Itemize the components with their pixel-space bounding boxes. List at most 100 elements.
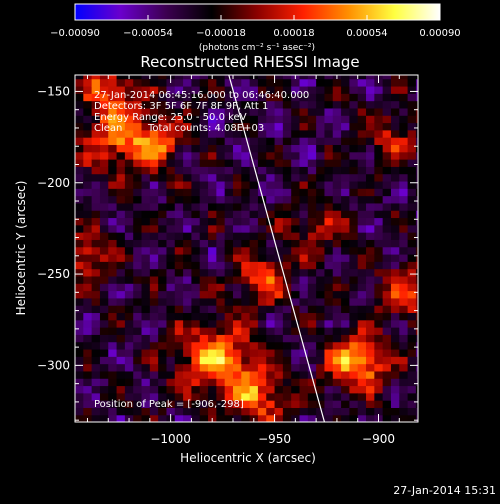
heatmap-cell [390,312,400,321]
heatmap-cell [316,363,326,372]
heatmap-cell [316,246,326,255]
y-axis-ticks: −150−200−250−300 [37,84,418,421]
heatmap-cell [166,115,176,124]
heatmap-cell [415,275,418,284]
heatmap-cell [232,159,242,167]
heatmap-cell [357,392,367,401]
heatmap-cell [324,137,334,145]
heatmap-cell [216,217,226,226]
heatmap-cell [224,210,234,219]
heatmap-cell [366,188,375,197]
heatmap-cell [183,224,193,233]
heatmap-cell [274,151,284,160]
heatmap-cell [374,100,384,109]
heatmap-cell [241,93,251,102]
heatmap-cell [232,363,242,372]
heatmap-cell [116,414,126,422]
heatmap-cell [224,407,234,416]
heatmap-cell [316,305,326,314]
heatmap-cell [224,239,234,248]
heatmap-cell [249,217,259,226]
heatmap-cell [191,151,201,160]
heatmap-cell [232,107,242,116]
heatmap-cell [274,159,284,167]
heatmap-cell [324,290,334,299]
heatmap-cell [91,195,101,204]
heatmap-cell [208,327,217,335]
heatmap-cell [216,210,226,219]
heatmap-cell [191,239,201,248]
heatmap-cell [141,115,151,124]
heatmap-cell [299,268,309,277]
heatmap-cell [324,261,334,270]
heatmap-cell [174,224,184,233]
heatmap-cell [390,78,400,87]
heatmap-cell [390,253,400,262]
heatmap-cell [116,85,126,94]
heatmap-cell [366,363,375,372]
heatmap-cell [415,341,418,350]
heatmap-cell [399,137,409,145]
heatmap-cell [166,224,176,233]
heatmap-cell [241,159,251,167]
heatmap-cell [183,414,193,422]
heatmap-cell [141,283,151,292]
heatmap-cell [382,75,392,80]
heatmap-cell [108,327,118,335]
heatmap-cell [183,180,193,189]
heatmap-cell [291,348,301,357]
heatmap-cell [382,115,392,124]
heatmap-cell [133,275,143,284]
heatmap-cell [158,268,168,277]
heatmap-cell [324,370,334,379]
heatmap-cell [232,348,242,357]
heatmap-cell [174,239,184,248]
heatmap-cell [291,407,301,416]
heatmap-cell [216,356,226,365]
heatmap-cell [232,202,242,211]
heatmap-cell [266,232,276,240]
heatmap-cell [332,85,342,94]
heatmap-cell [216,385,226,394]
heatmap-cell [75,188,84,197]
heatmap-cell [158,261,168,270]
heatmap-cell [349,151,359,160]
footer-timestamp: 27-Jan-2014 15:31 [393,484,496,497]
heatmap-cell [341,129,350,138]
heatmap-cell [224,348,234,357]
heatmap-cell [224,312,234,321]
heatmap-cell [291,327,301,335]
heatmap-cell [282,334,292,343]
heatmap-cell [316,93,326,102]
heatmap-cell [332,327,342,335]
heatmap-cell [75,305,84,314]
heatmap-cell [366,253,375,262]
heatmap-cell [108,246,118,255]
heatmap-cell [407,85,417,94]
heatmap-cell [191,224,201,233]
heatmap-cell [332,180,342,189]
heatmap-cell [332,305,342,314]
heatmap-cell [116,107,126,116]
heatmap-cell [307,392,317,401]
heatmap-cell [158,378,168,387]
heatmap-cell [274,392,284,401]
heatmap-cell [174,151,184,160]
x-tick-label: −900 [362,432,395,446]
heatmap-cell [158,85,168,94]
heatmap-cell [133,78,143,87]
heatmap-cell [232,275,242,284]
heatmap-cell [108,107,118,116]
heatmap-cell [75,239,84,248]
heatmap-cell [266,356,276,365]
heatmap-cell [357,78,367,87]
heatmap-cell [91,414,101,422]
heatmap-cell [366,348,375,357]
heatmap-cell [407,173,417,182]
heatmap-cell [216,188,226,197]
heatmap-cell [124,151,134,160]
heatmap-cell [241,129,251,138]
heatmap-cell [407,312,417,321]
heatmap-cell [199,370,209,379]
heatmap-cell [158,188,168,197]
